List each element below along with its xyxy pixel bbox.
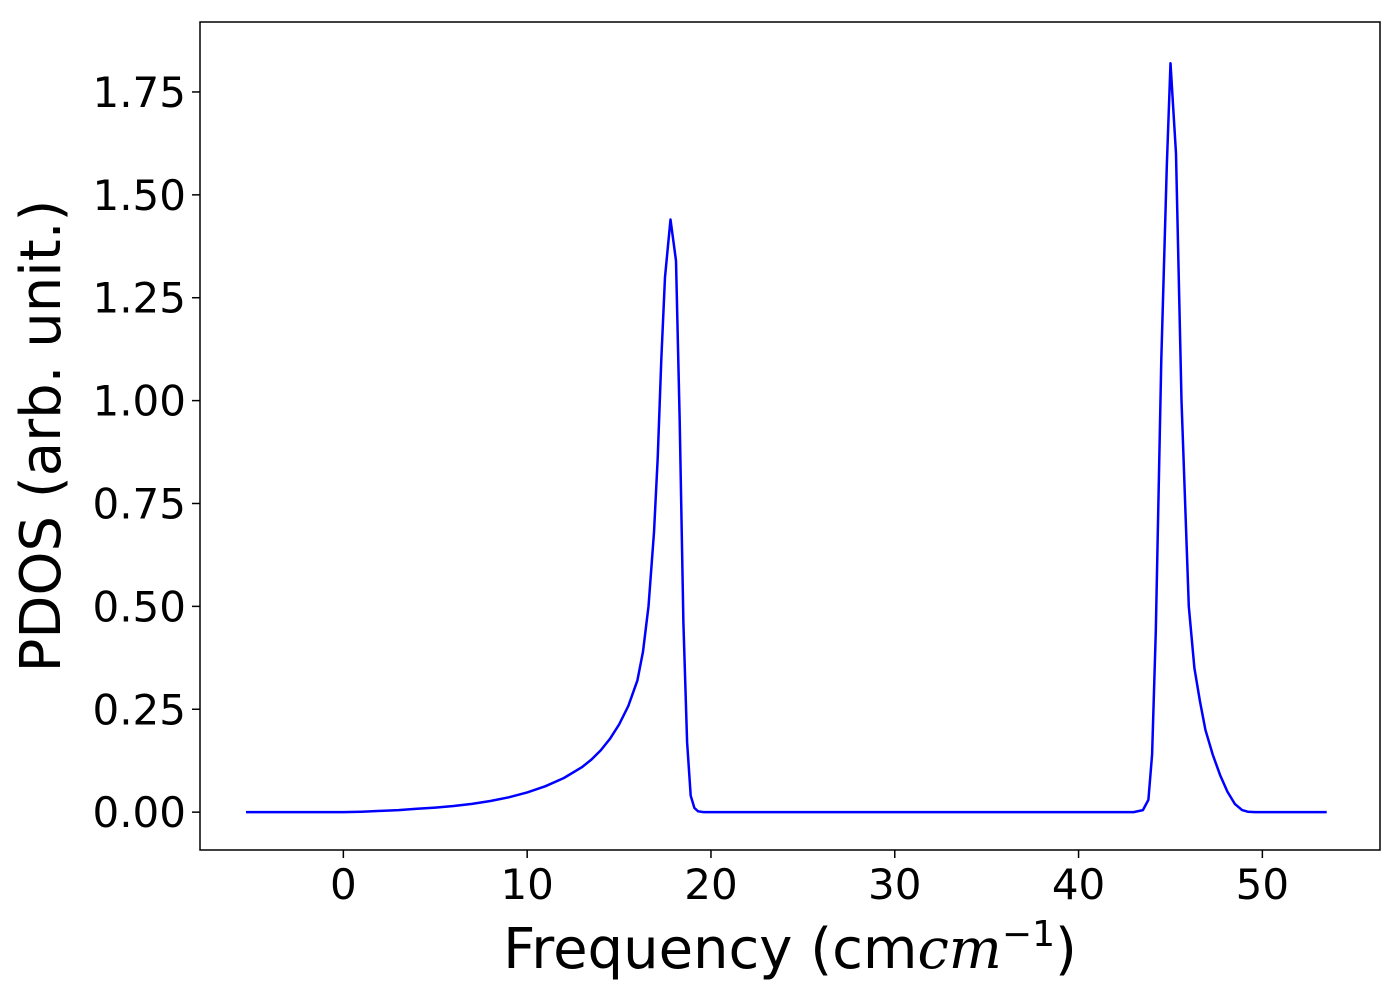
- x-tick-label: 30: [868, 860, 921, 909]
- plot-line-group: [246, 61, 1327, 814]
- x-axis-title: Frequency (cmcm−1): [503, 914, 1077, 982]
- y-tick-label: 1.00: [92, 377, 186, 426]
- y-tick-label: 0.25: [92, 685, 186, 734]
- y-axis: 0.00 0.25 0.50 0.75 1.00 1.25 1.50 1.75: [92, 68, 200, 837]
- x-tick-label: 50: [1236, 860, 1289, 909]
- x-tick-label: 0: [330, 860, 357, 909]
- y-axis-title: PDOS (arb. unit.): [9, 200, 74, 673]
- x-tick-label: 20: [684, 860, 737, 909]
- y-tick-label: 1.75: [92, 68, 186, 117]
- y-tick-label: 0.00: [92, 788, 186, 837]
- y-tick-label: 0.50: [92, 582, 186, 631]
- y-tick-label: 0.75: [92, 479, 186, 528]
- x-tick-label: 10: [500, 860, 553, 909]
- x-tick-label: 40: [1052, 860, 1105, 909]
- y-tick-label: 1.25: [92, 274, 186, 323]
- pdos-series-line: [246, 61, 1327, 814]
- y-tick-label: 1.50: [92, 171, 186, 220]
- x-axis: 0 10 20 30 40 50: [330, 850, 1289, 909]
- axes-frame: [199, 21, 1381, 851]
